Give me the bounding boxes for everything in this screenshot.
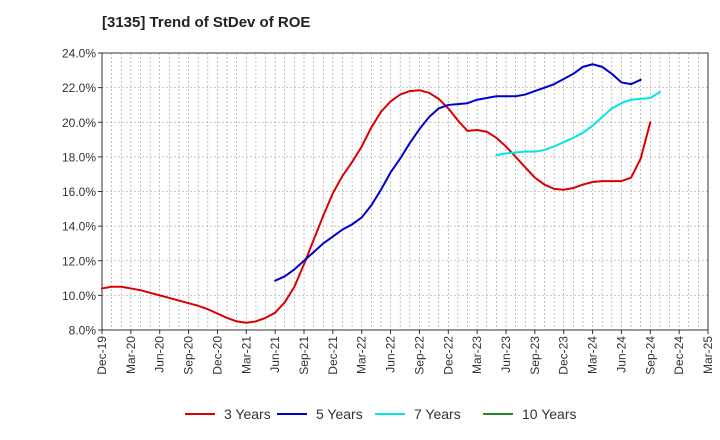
plot-frame: [101, 52, 709, 331]
x-tick-label: Jun-21: [268, 336, 282, 373]
x-tick-label: Jun-23: [499, 336, 513, 373]
x-tick-label: Sep-23: [528, 336, 542, 375]
legend-label: 7 Years: [414, 406, 461, 422]
x-tick-label: Mar-22: [355, 336, 369, 374]
series-lines: [101, 63, 661, 324]
legend-label: 5 Years: [316, 406, 363, 422]
x-tick-label: Mar-25: [701, 336, 715, 374]
y-tick-label: 22.0%: [62, 81, 96, 95]
x-tick-label: Sep-21: [297, 336, 311, 375]
y-tick-label: 8.0%: [69, 324, 97, 338]
legend-label: 3 Years: [224, 406, 271, 422]
y-tick-label: 24.0%: [62, 47, 96, 61]
x-tick-label: Jun-22: [384, 336, 398, 373]
x-tick-label: Dec-23: [557, 336, 571, 375]
chart-title: [3135] Trend of StDev of ROE: [102, 14, 311, 31]
x-tick-label: Mar-23: [470, 336, 484, 374]
x-tick-label: Jun-20: [153, 336, 167, 373]
x-tick-label: Dec-19: [95, 336, 109, 375]
y-tick-label: 18.0%: [62, 150, 96, 164]
x-tick-label: Mar-24: [586, 336, 600, 374]
x-tick-label: Mar-21: [239, 336, 253, 374]
x-tick-label: Jun-24: [614, 336, 628, 373]
y-tick-label: 20.0%: [62, 116, 96, 130]
legend: 3 Years 5 Years 7 Years 10 Years: [185, 406, 577, 422]
x-tick-label: Dec-21: [326, 336, 340, 375]
legend-label: 10 Years: [522, 406, 577, 422]
x-tick-label: Dec-24: [672, 336, 686, 375]
y-tick-label: 12.0%: [62, 254, 96, 268]
series-line-3-years: [101, 89, 652, 324]
y-tick-label: 16.0%: [62, 185, 96, 199]
x-tick-label: Sep-22: [412, 336, 426, 375]
x-tick-label: Dec-22: [441, 336, 455, 375]
x-tick-label: Dec-20: [210, 336, 224, 375]
y-tick-label: 10.0%: [62, 289, 96, 303]
series-line-7-years: [495, 90, 661, 157]
y-tick-label: 14.0%: [62, 220, 96, 234]
x-tick-label: Mar-20: [124, 336, 138, 374]
series-line-5-years: [274, 63, 642, 282]
axes: 8.0% 10.0% 12.0% 14.0% 16.0% 18.0% 20.0% 22.0% 2…: [62, 47, 715, 375]
grid-lines: [102, 53, 708, 330]
x-tick-label: Sep-20: [182, 336, 196, 375]
x-tick-label: Sep-24: [643, 336, 657, 375]
